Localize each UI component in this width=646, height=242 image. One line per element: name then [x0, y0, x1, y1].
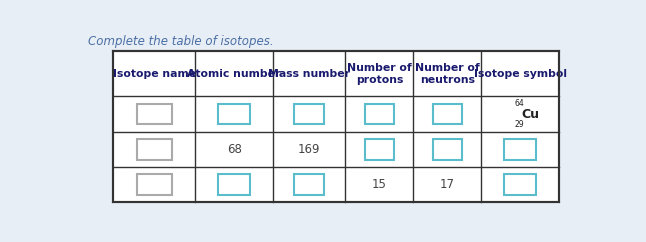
Bar	[433, 104, 462, 124]
Text: 68: 68	[227, 143, 242, 156]
Text: Isotope symbol: Isotope symbol	[474, 69, 567, 79]
Text: 64: 64	[514, 99, 524, 108]
Text: Atomic number: Atomic number	[187, 69, 281, 79]
Bar	[365, 139, 394, 160]
Bar	[504, 139, 536, 160]
Text: Cu: Cu	[521, 108, 539, 121]
Text: 15: 15	[372, 178, 387, 191]
Text: Number of
neutrons: Number of neutrons	[415, 63, 480, 85]
Bar	[137, 174, 172, 195]
Bar	[433, 139, 462, 160]
Text: Mass number: Mass number	[268, 69, 350, 79]
Text: Complete the table of isotopes.: Complete the table of isotopes.	[89, 35, 274, 48]
Bar	[218, 104, 250, 124]
Text: Number of
protons: Number of protons	[347, 63, 412, 85]
Text: Isotope name: Isotope name	[113, 69, 196, 79]
Text: 29: 29	[514, 120, 524, 129]
Text: 169: 169	[298, 143, 320, 156]
Bar	[137, 104, 172, 124]
Bar	[294, 174, 324, 195]
Bar	[365, 104, 394, 124]
Text: 17: 17	[440, 178, 455, 191]
Bar	[504, 174, 536, 195]
Bar	[294, 104, 324, 124]
Bar	[218, 174, 250, 195]
Bar	[137, 139, 172, 160]
